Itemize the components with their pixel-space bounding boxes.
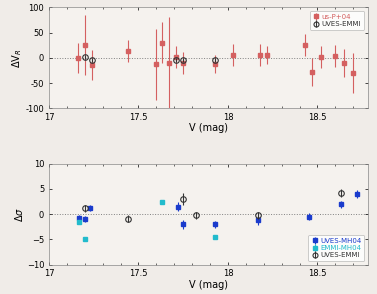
Y-axis label: $\Delta$V$_R$: $\Delta$V$_R$ [10,48,24,68]
X-axis label: V (mag): V (mag) [189,280,228,290]
Y-axis label: $\Delta\sigma$: $\Delta\sigma$ [13,207,25,222]
Legend: UVES-MH04, EMMI-MH04, UVES-EMMI: UVES-MH04, EMMI-MH04, UVES-EMMI [308,235,364,261]
Legend: us-P+04, UVES-EMMI: us-P+04, UVES-EMMI [310,11,364,30]
X-axis label: V (mag): V (mag) [189,123,228,133]
